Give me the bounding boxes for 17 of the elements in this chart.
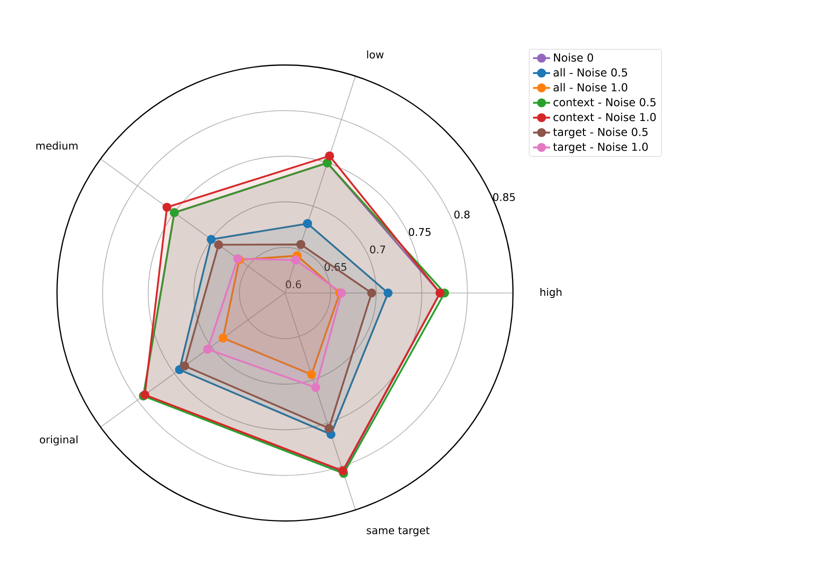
legend-label: context - Noise 1.0 [554,112,656,122]
legend-label: target - Noise 1.0 [553,142,648,154]
legend-label: target - Noise 0.5 [553,128,648,138]
y-tick-label: 0.6 [286,280,302,288]
spoke-label: low [367,50,384,59]
legend-label: Noise 0 [554,53,594,62]
y-tick-label: 0.7 [370,245,386,254]
y-tick-label: 0.75 [408,228,431,236]
spoke-label: same target [366,526,430,536]
y-tick-label: 0.8 [454,210,470,218]
y-tick-label: 0.85 [493,193,515,202]
legend-label: context - Noise 0.5 [554,98,656,106]
spoke-label: high [540,288,562,298]
legend-label: all - Noise 1.0 [554,82,628,92]
legend-label: all - Noise 0.5 [554,68,628,77]
spoke-label: medium [36,142,78,150]
spoke-label: original [40,435,78,446]
